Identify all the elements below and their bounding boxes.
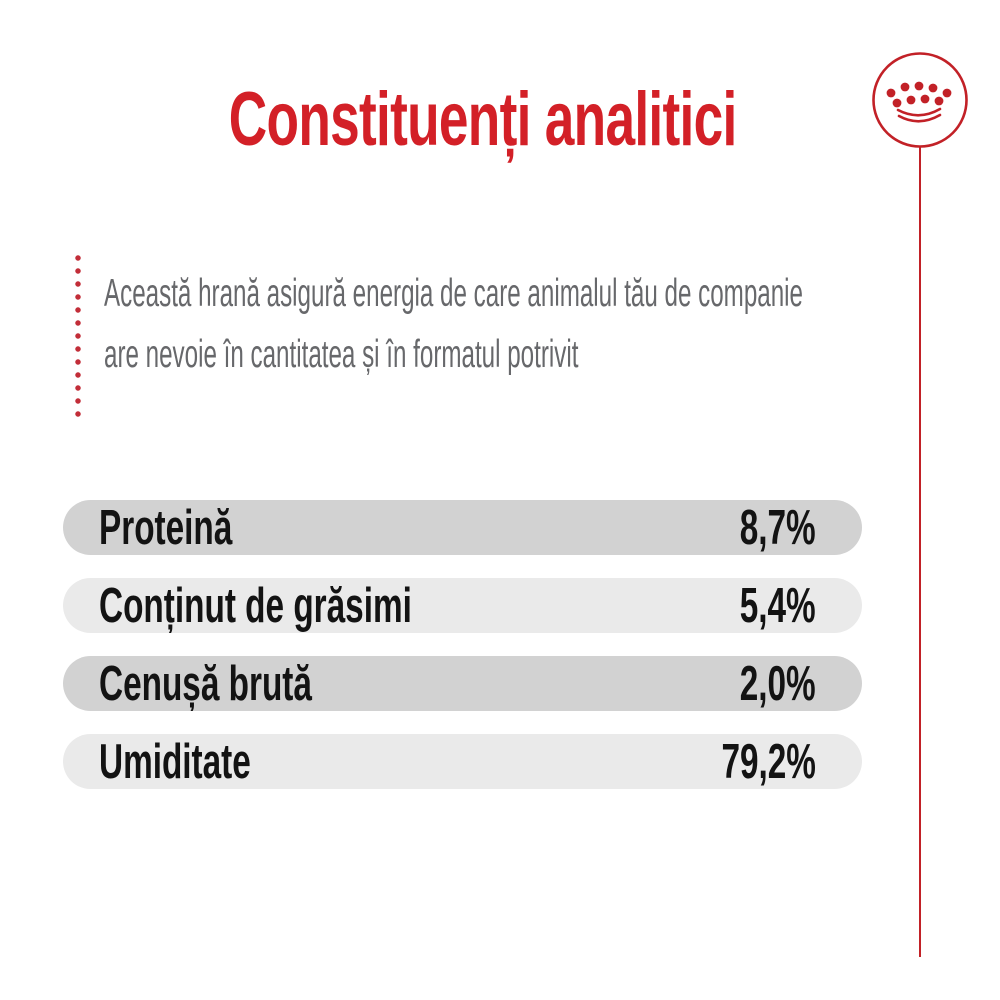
row-label: Conținut de grăsimi [99, 579, 412, 633]
table-row-moisture: Umiditate 79,2% [63, 734, 862, 789]
table-row-fat: Conținut de grăsimi 5,4% [63, 578, 862, 633]
dotted-accent-line [75, 254, 81, 418]
crown-dots [886, 81, 952, 108]
royal-canin-crown-icon [872, 52, 968, 148]
row-label: Umiditate [99, 735, 251, 789]
row-value: 2,0% [740, 657, 816, 711]
row-label: Cenușă brută [99, 657, 312, 711]
page-title: Constituenți analitici [229, 77, 737, 162]
vertical-accent-line [919, 146, 921, 957]
analytical-constituents-table: Proteină 8,7% Conținut de grăsimi 5,4% C… [63, 500, 862, 812]
table-row-protein: Proteină 8,7% [63, 500, 862, 555]
row-value: 5,4% [740, 579, 816, 633]
row-label: Proteină [99, 501, 233, 555]
description-line-2: are nevoie în cantitatea și în formatul … [104, 333, 579, 376]
table-row-ash: Cenușă brută 2,0% [63, 656, 862, 711]
page-title-wrap: Constituenți analitici [0, 82, 966, 158]
row-value: 79,2% [721, 735, 816, 789]
crown-base-arcs [896, 107, 942, 123]
row-value: 8,7% [740, 501, 816, 555]
description: Această hrană asigură energia de care an… [104, 263, 803, 385]
description-line-1: Această hrană asigură energia de care an… [104, 272, 803, 315]
